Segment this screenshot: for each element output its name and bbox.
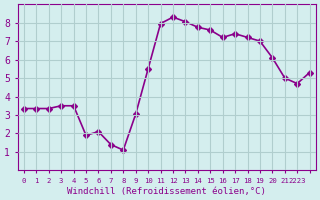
X-axis label: Windchill (Refroidissement éolien,°C): Windchill (Refroidissement éolien,°C) [67, 187, 266, 196]
